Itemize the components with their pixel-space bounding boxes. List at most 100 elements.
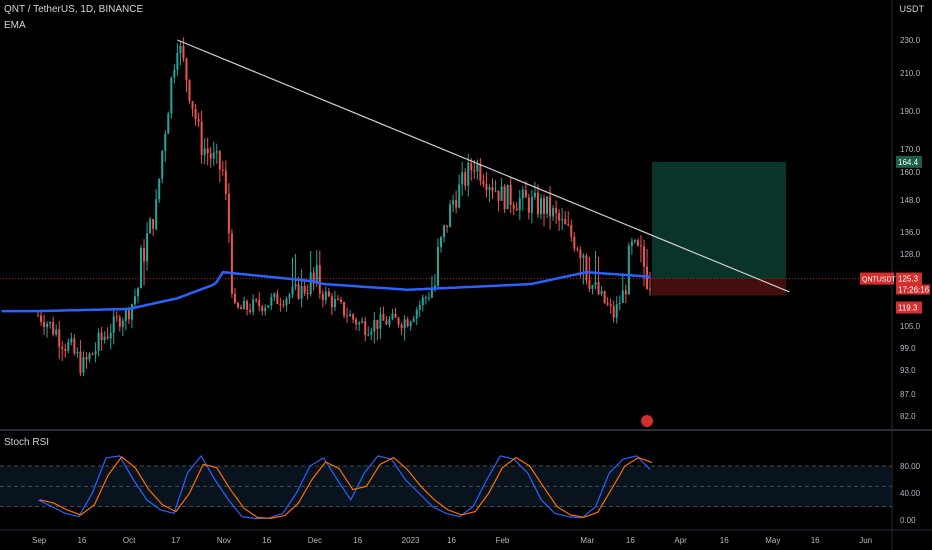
candle-body xyxy=(579,249,582,258)
candle-body xyxy=(446,225,449,227)
candle-body xyxy=(203,148,206,155)
candle-body xyxy=(88,353,91,360)
candle-body xyxy=(539,198,542,215)
countdown-bg xyxy=(896,284,930,295)
candle-body xyxy=(585,255,588,281)
candle-body xyxy=(367,334,370,336)
candle-body xyxy=(221,169,224,171)
candle-body xyxy=(149,219,152,234)
candle-body xyxy=(176,53,179,70)
candle-body xyxy=(303,285,306,293)
price-tick: 82.0 xyxy=(900,412,916,421)
time-tick: Jun xyxy=(859,536,872,545)
stoch-k-line xyxy=(37,454,651,520)
candle-body xyxy=(406,319,409,327)
candle-body xyxy=(485,184,488,190)
candle-body xyxy=(503,186,506,210)
stop-badge: 119.3 xyxy=(898,304,918,313)
candle-body xyxy=(240,307,243,310)
candle-body xyxy=(370,331,373,335)
target-badge-bg xyxy=(896,155,922,168)
candle-body xyxy=(421,297,424,306)
candle-body xyxy=(455,200,458,208)
candle-body xyxy=(112,316,115,333)
candle-body xyxy=(561,218,564,221)
price-tick: 99.0 xyxy=(900,344,916,353)
candle-body xyxy=(343,301,346,316)
stoch-tick: 80.00 xyxy=(900,462,921,471)
candle-body xyxy=(388,319,391,325)
candle-body xyxy=(346,315,349,317)
trendline xyxy=(177,39,790,293)
candle-body xyxy=(136,288,139,297)
candle-body xyxy=(282,304,285,306)
price-tick: 87.0 xyxy=(900,390,916,399)
candle-body xyxy=(612,306,615,318)
candle-body xyxy=(536,192,539,215)
candle-body xyxy=(291,286,294,295)
candle-body xyxy=(497,190,500,201)
candle-body xyxy=(518,198,521,211)
target-badge: 164.4 xyxy=(898,158,919,167)
candle-body xyxy=(521,189,524,199)
candle-body xyxy=(124,309,127,321)
time-tick: 16 xyxy=(811,536,820,545)
stoch-title: Stoch RSI xyxy=(4,437,50,448)
candle-body xyxy=(258,300,261,307)
candle-body xyxy=(403,319,406,329)
candle-body xyxy=(373,319,376,332)
candle-body xyxy=(391,313,394,320)
candle-body xyxy=(294,284,297,287)
candle-body xyxy=(306,292,309,295)
candle-body xyxy=(170,77,173,114)
candle-body xyxy=(567,224,570,226)
candle-body xyxy=(109,332,112,339)
candle-body xyxy=(594,282,597,286)
candle-body xyxy=(509,184,512,205)
stoch-tick: 40.00 xyxy=(900,489,921,498)
candle-body xyxy=(103,336,106,341)
candle-body xyxy=(315,265,318,284)
candle-body xyxy=(552,208,555,217)
candle-body xyxy=(61,346,64,349)
candle-body xyxy=(621,290,624,303)
candle-body xyxy=(106,336,109,339)
time-tick: 16 xyxy=(77,536,86,545)
price-tick: 128.0 xyxy=(900,250,921,259)
candle-body xyxy=(606,302,609,305)
candle-body xyxy=(143,248,146,262)
candle-body xyxy=(273,293,276,298)
candle-body xyxy=(530,196,533,213)
candle-body xyxy=(230,233,233,294)
candle-body xyxy=(324,291,327,300)
candle-body xyxy=(233,293,236,303)
candle-body xyxy=(352,314,355,320)
candle-body xyxy=(397,317,400,325)
candle-body xyxy=(140,248,143,289)
candle-body xyxy=(506,184,509,210)
time-tick: 16 xyxy=(447,536,456,545)
candle-body xyxy=(179,45,182,54)
candle-body xyxy=(318,265,321,294)
candle-body xyxy=(76,351,79,354)
candle-body xyxy=(364,321,367,336)
price-tick: 160.0 xyxy=(900,168,921,177)
candle-body xyxy=(243,300,246,310)
price-tick: 190.0 xyxy=(900,107,921,116)
candle-body xyxy=(270,297,273,306)
candle-body xyxy=(188,80,191,102)
candle-body xyxy=(85,357,88,360)
candle-body xyxy=(115,316,118,318)
candle-body xyxy=(191,101,194,109)
stoch-tick: 0.00 xyxy=(900,516,916,525)
candle-body xyxy=(494,190,497,192)
loss-zone xyxy=(652,278,786,296)
candle-body xyxy=(255,299,258,301)
candle-body xyxy=(97,332,100,351)
candle-body xyxy=(546,196,549,214)
candle-body xyxy=(197,119,200,122)
symbol-badge-bg xyxy=(860,272,894,285)
candle-body xyxy=(167,113,170,134)
candle-body xyxy=(285,298,288,306)
